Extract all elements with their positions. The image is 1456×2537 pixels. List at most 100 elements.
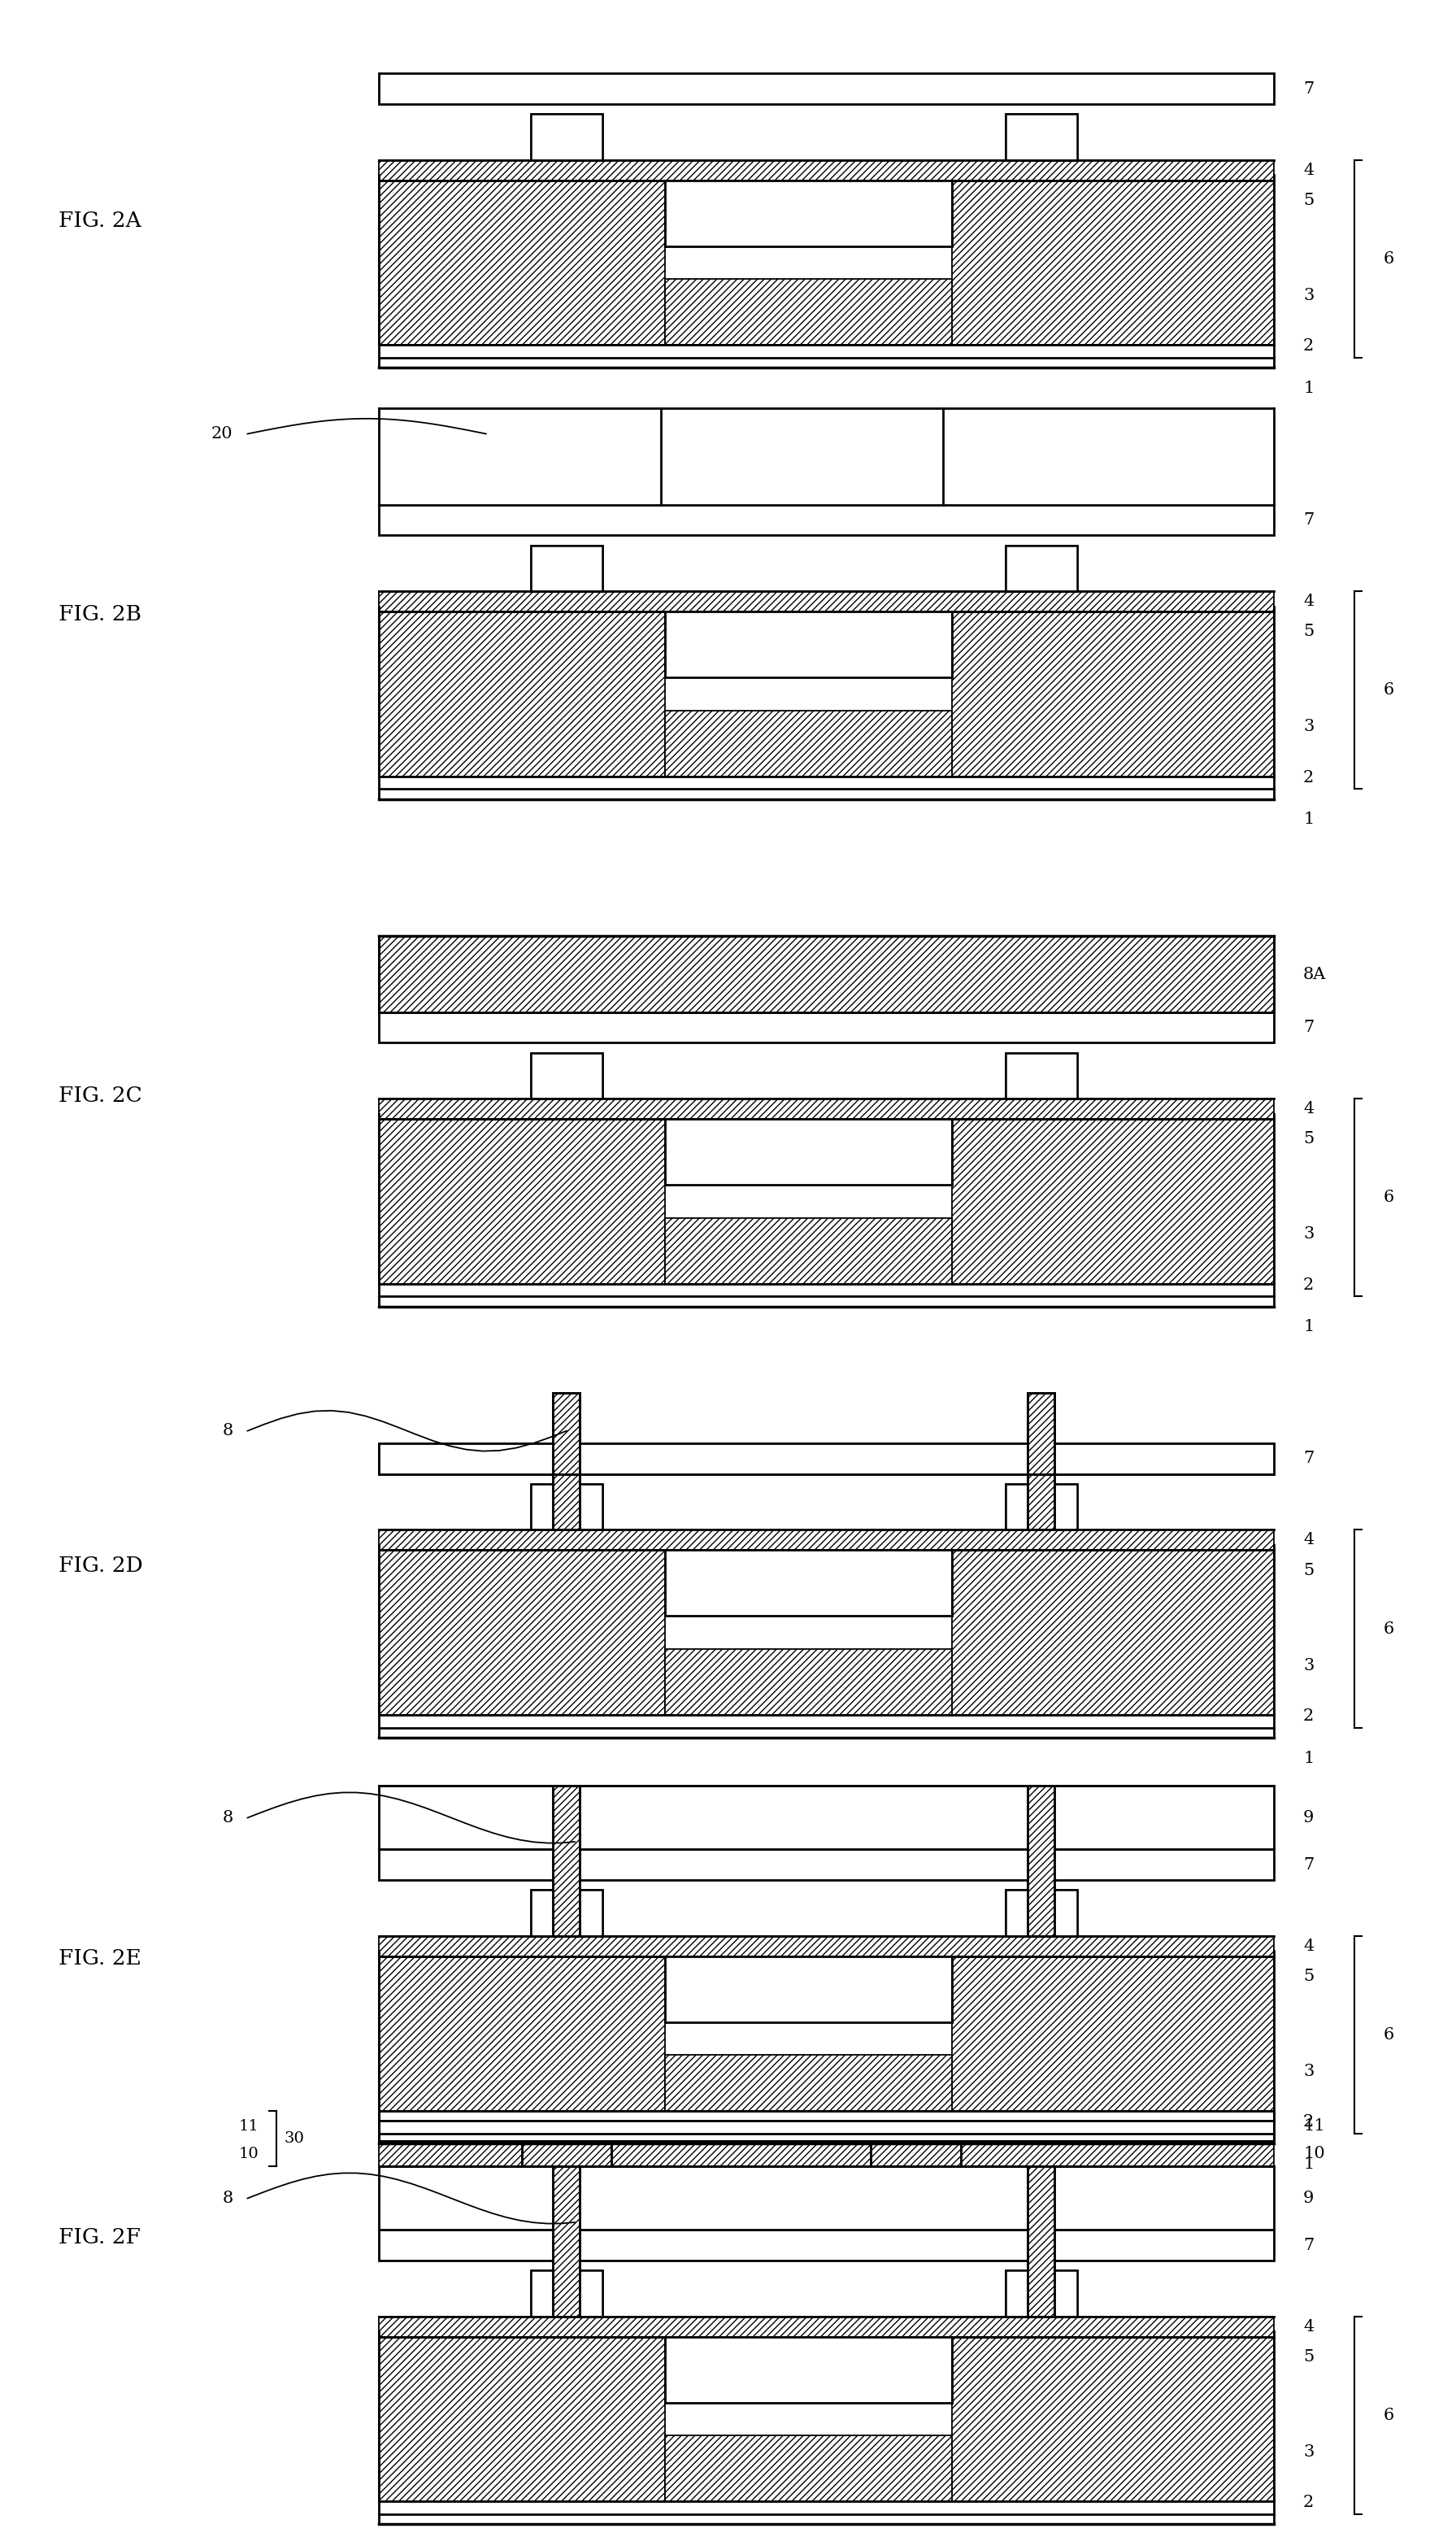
- Bar: [379, 591, 1274, 611]
- Bar: [379, 1956, 665, 2121]
- Bar: [531, 114, 603, 160]
- Text: 3: 3: [1303, 2443, 1313, 2461]
- Bar: [952, 180, 1274, 345]
- Text: 3: 3: [1303, 1225, 1313, 1243]
- Bar: [665, 279, 952, 345]
- Bar: [379, 180, 665, 345]
- Bar: [1005, 1484, 1077, 1530]
- Bar: [665, 1218, 952, 1284]
- Bar: [553, 1393, 579, 1474]
- Text: 1: 1: [1303, 1319, 1313, 1334]
- Text: FIG. 2E: FIG. 2E: [58, 1948, 141, 1969]
- Text: 6: 6: [1383, 251, 1393, 266]
- Text: 4: 4: [1303, 162, 1313, 178]
- Text: 10: 10: [1303, 2146, 1325, 2162]
- Text: 6: 6: [1383, 2408, 1393, 2423]
- Bar: [521, 2126, 612, 2167]
- Text: 3: 3: [1303, 2063, 1313, 2080]
- Bar: [1005, 545, 1077, 591]
- Text: 7: 7: [1303, 81, 1313, 96]
- Text: 1: 1: [1303, 812, 1313, 827]
- Bar: [665, 1649, 952, 1715]
- Bar: [379, 2337, 665, 2501]
- Bar: [521, 2126, 612, 2167]
- Bar: [553, 1786, 579, 1936]
- Bar: [531, 1484, 603, 1530]
- Text: 4: 4: [1303, 1938, 1313, 1953]
- Bar: [1028, 2167, 1054, 2316]
- Bar: [553, 2167, 579, 2316]
- Bar: [1005, 114, 1077, 160]
- Text: 6: 6: [1383, 1190, 1393, 1205]
- Text: 9: 9: [1303, 1809, 1313, 1827]
- Text: 1: 1: [1303, 381, 1313, 396]
- Bar: [531, 1484, 603, 1530]
- Text: 1: 1: [1303, 1751, 1313, 1766]
- Bar: [531, 1890, 603, 1936]
- Text: 20: 20: [211, 426, 233, 441]
- Bar: [379, 2316, 1274, 2337]
- Text: 8: 8: [223, 1423, 233, 1438]
- Text: 30: 30: [284, 2131, 304, 2146]
- Text: 4: 4: [1303, 594, 1313, 609]
- Bar: [553, 1786, 579, 1936]
- Text: 5: 5: [1303, 624, 1313, 639]
- Bar: [553, 1393, 579, 1474]
- Bar: [952, 2337, 1274, 2501]
- Bar: [553, 1393, 579, 1530]
- Bar: [379, 1444, 1274, 1474]
- Text: 5: 5: [1303, 1563, 1313, 1578]
- Text: 10: 10: [239, 2146, 259, 2162]
- Bar: [665, 2436, 952, 2501]
- Bar: [379, 2167, 1274, 2230]
- Bar: [379, 1550, 665, 1715]
- Text: 2: 2: [1303, 2494, 1313, 2512]
- Text: 6: 6: [1383, 1621, 1393, 1636]
- Text: FIG. 2C: FIG. 2C: [58, 1086, 141, 1106]
- Text: 5: 5: [1303, 1132, 1313, 1147]
- Bar: [1028, 1786, 1054, 1936]
- Bar: [379, 936, 1274, 1012]
- Text: FIG. 2B: FIG. 2B: [58, 604, 141, 624]
- Bar: [379, 1849, 1274, 1880]
- Text: 7: 7: [1303, 1020, 1313, 1035]
- Bar: [531, 545, 603, 591]
- Text: 3: 3: [1303, 287, 1313, 304]
- Bar: [553, 2167, 579, 2316]
- Text: 8A: 8A: [1303, 967, 1326, 982]
- Bar: [531, 2271, 603, 2316]
- Bar: [379, 2230, 1274, 2260]
- Text: 11: 11: [1303, 2118, 1325, 2134]
- Text: FIG. 2A: FIG. 2A: [58, 211, 141, 231]
- Bar: [1028, 2167, 1054, 2316]
- Bar: [952, 1550, 1274, 1715]
- Text: 7: 7: [1303, 1451, 1313, 1466]
- Bar: [1005, 1053, 1077, 1099]
- Text: 2: 2: [1303, 337, 1313, 355]
- Bar: [531, 114, 603, 160]
- Bar: [531, 1890, 603, 1936]
- Text: 4: 4: [1303, 1101, 1313, 1116]
- Bar: [379, 2141, 1274, 2167]
- Bar: [661, 936, 942, 1012]
- Bar: [1005, 1484, 1077, 1530]
- Text: 4: 4: [1303, 2319, 1313, 2334]
- Bar: [379, 1099, 1274, 1119]
- Text: 5: 5: [1303, 1969, 1313, 1984]
- Bar: [665, 710, 952, 776]
- Text: 7: 7: [1303, 2238, 1313, 2253]
- Text: 8: 8: [223, 1809, 233, 1827]
- Bar: [1005, 1890, 1077, 1936]
- Text: 2: 2: [1303, 1276, 1313, 1294]
- Text: 3: 3: [1303, 718, 1313, 736]
- Text: 2: 2: [1303, 769, 1313, 786]
- Text: 2: 2: [1303, 2113, 1313, 2131]
- Bar: [1028, 1786, 1054, 1936]
- Bar: [871, 2126, 961, 2167]
- Text: 1: 1: [1303, 2156, 1313, 2172]
- Bar: [379, 1012, 1274, 1043]
- Bar: [665, 2055, 952, 2121]
- Bar: [379, 1444, 1274, 1474]
- Bar: [379, 74, 1274, 104]
- Text: 6: 6: [1383, 682, 1393, 698]
